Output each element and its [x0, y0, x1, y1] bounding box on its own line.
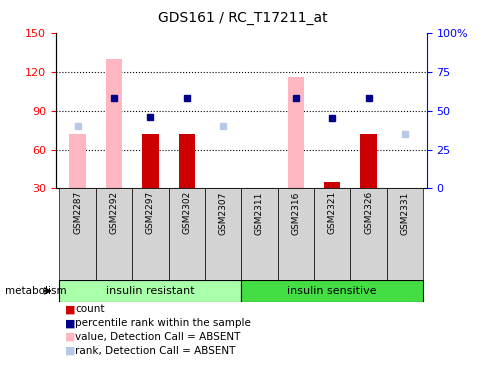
Text: GSM2297: GSM2297: [146, 191, 154, 235]
FancyBboxPatch shape: [241, 188, 277, 280]
Text: metabolism: metabolism: [5, 286, 66, 296]
Text: ■: ■: [65, 304, 76, 314]
Text: GSM2302: GSM2302: [182, 191, 191, 235]
FancyBboxPatch shape: [204, 188, 241, 280]
FancyBboxPatch shape: [168, 188, 204, 280]
Text: percentile rank within the sample: percentile rank within the sample: [75, 318, 251, 328]
FancyBboxPatch shape: [241, 280, 422, 302]
FancyBboxPatch shape: [349, 188, 386, 280]
FancyBboxPatch shape: [386, 188, 422, 280]
Bar: [287, 77, 303, 188]
Text: GSM2292: GSM2292: [109, 191, 118, 234]
Bar: [142, 134, 158, 188]
Text: GSM2316: GSM2316: [291, 191, 300, 235]
Text: ■: ■: [65, 318, 76, 328]
Bar: [106, 59, 122, 188]
Text: count: count: [75, 304, 105, 314]
Text: GSM2321: GSM2321: [327, 191, 336, 235]
Text: GDS161 / RC_T17211_at: GDS161 / RC_T17211_at: [157, 11, 327, 25]
Text: ■: ■: [65, 346, 76, 356]
Text: GSM2287: GSM2287: [73, 191, 82, 235]
Text: GSM2326: GSM2326: [363, 191, 372, 235]
Text: GSM2331: GSM2331: [400, 191, 408, 235]
FancyBboxPatch shape: [95, 188, 132, 280]
Text: rank, Detection Call = ABSENT: rank, Detection Call = ABSENT: [75, 346, 235, 356]
Bar: [69, 134, 86, 188]
FancyBboxPatch shape: [132, 188, 168, 280]
Text: GSM2311: GSM2311: [255, 191, 263, 235]
FancyBboxPatch shape: [277, 188, 314, 280]
Bar: [178, 134, 195, 188]
Bar: [360, 134, 376, 188]
Text: GSM2307: GSM2307: [218, 191, 227, 235]
FancyBboxPatch shape: [314, 188, 349, 280]
Text: ■: ■: [65, 332, 76, 342]
Text: insulin resistant: insulin resistant: [106, 286, 194, 296]
Text: insulin sensitive: insulin sensitive: [287, 286, 376, 296]
Text: value, Detection Call = ABSENT: value, Detection Call = ABSENT: [75, 332, 240, 342]
Bar: [323, 182, 340, 188]
FancyBboxPatch shape: [59, 188, 95, 280]
FancyBboxPatch shape: [59, 280, 241, 302]
